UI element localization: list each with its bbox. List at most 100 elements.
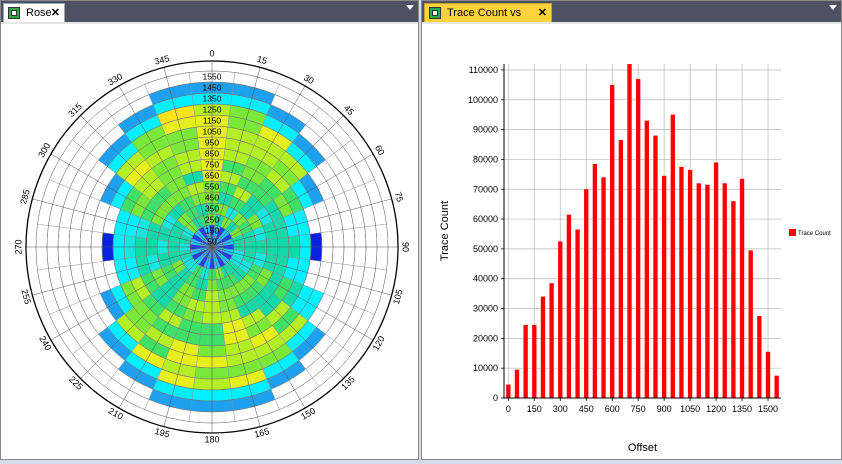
bar xyxy=(670,114,675,399)
bar xyxy=(748,250,753,398)
ring-label: 1350 xyxy=(203,94,222,104)
bar xyxy=(506,384,511,398)
angle-label: 105 xyxy=(391,288,405,305)
y-tick-label: 20000 xyxy=(473,333,498,343)
bar xyxy=(514,369,520,398)
bar xyxy=(566,214,572,398)
close-icon[interactable]: ✕ xyxy=(537,7,547,19)
angle-label: 165 xyxy=(253,426,270,440)
angle-label: 30 xyxy=(302,72,316,86)
y-tick-label: 100000 xyxy=(468,95,498,105)
x-tick-label: 300 xyxy=(553,404,568,414)
ring-label: 650 xyxy=(205,171,219,181)
y-tick-label: 80000 xyxy=(473,154,498,164)
angle-label: 195 xyxy=(154,426,171,440)
bar xyxy=(558,241,563,398)
x-tick-label: 900 xyxy=(657,404,672,414)
tab-bar: Trace Count vs Offset ✕ xyxy=(422,1,841,37)
y-tick-label: 70000 xyxy=(473,184,498,194)
rose-spoke xyxy=(211,67,261,248)
close-icon[interactable]: ✕ xyxy=(50,7,60,19)
ring-label: 950 xyxy=(205,138,219,148)
x-tick-label: 1050 xyxy=(680,404,700,414)
x-axis-label: Offset xyxy=(628,442,657,454)
bar xyxy=(575,229,580,398)
bar xyxy=(636,78,641,399)
y-tick-label: 30000 xyxy=(473,304,498,314)
ring-label: 1550 xyxy=(203,72,222,82)
bar xyxy=(705,184,710,398)
dropdown-arrow-icon[interactable] xyxy=(829,5,837,10)
x-tick-label: 600 xyxy=(605,404,620,414)
rose-spoke xyxy=(50,246,213,341)
ring-label: 50 xyxy=(207,237,217,247)
bar xyxy=(592,163,598,398)
rose-spoke xyxy=(80,246,213,379)
rose-panel: Rose ✕ 0 15 30 45 60 75 90 105 120 135 150 165 180 19… xyxy=(0,0,419,460)
ring-label: 850 xyxy=(205,149,219,159)
legend-swatch xyxy=(789,229,796,236)
y-tick-label: 110000 xyxy=(469,65,498,75)
x-tick-label: 150 xyxy=(527,404,542,414)
y-tick-label: 40000 xyxy=(473,274,498,284)
x-tick-label: 1200 xyxy=(706,404,726,414)
bar xyxy=(765,351,771,398)
rose-spoke xyxy=(211,85,306,248)
ring-label: 750 xyxy=(205,160,219,170)
chart-panel: Trace Count vs Offset ✕ 0 150 300 450 600 750… xyxy=(421,0,842,460)
rose-outer-circle xyxy=(25,60,399,434)
angle-label: 0 xyxy=(209,48,214,58)
rose-spoke xyxy=(163,246,213,427)
rose-rings xyxy=(26,61,398,433)
bar xyxy=(713,162,719,398)
tab-label: Rose xyxy=(26,7,52,19)
rose-spoke xyxy=(118,246,213,409)
angle-label: 90 xyxy=(401,242,411,252)
bar xyxy=(722,183,727,398)
rose-spoke xyxy=(211,246,261,427)
rose-spoke xyxy=(211,246,374,341)
ring-label: 550 xyxy=(205,182,219,192)
rose-spoke xyxy=(50,153,213,248)
ring-label: 1050 xyxy=(203,127,222,137)
bar xyxy=(540,296,546,398)
rose-spoke xyxy=(118,85,213,248)
ring-label: 250 xyxy=(205,215,219,225)
bar xyxy=(601,177,606,398)
legend-label: Trace Count xyxy=(798,231,831,237)
rose-spoke xyxy=(163,67,213,248)
x-tick-label: 750 xyxy=(631,404,646,414)
bar xyxy=(757,315,762,398)
angle-label: 60 xyxy=(373,143,387,157)
rose-spoke xyxy=(211,246,344,379)
bar xyxy=(627,64,632,398)
tab-rose[interactable]: Rose ✕ xyxy=(3,3,65,22)
bar xyxy=(679,166,684,398)
bar xyxy=(731,201,736,398)
tab-trace-count-vs-offset[interactable]: Trace Count vs Offset ✕ xyxy=(424,3,552,37)
tab-bar: Rose ✕ xyxy=(1,1,418,24)
x-tick-label: 1350 xyxy=(732,404,752,414)
angle-label: 285 xyxy=(18,188,32,205)
y-axis-label: Trace Count xyxy=(439,201,451,261)
ring-label: 1450 xyxy=(203,83,222,93)
bar-chart: 0 150 300 450 600 750 900 1050 1200 1350 1500 0 1000… xyxy=(439,64,831,454)
angle-label: 255 xyxy=(19,288,33,305)
ring-label: 450 xyxy=(205,193,219,203)
angle-label: 180 xyxy=(204,434,219,444)
bar xyxy=(644,120,649,399)
bar xyxy=(584,189,589,398)
angle-label: 75 xyxy=(393,191,405,203)
angle-label: 240 xyxy=(37,334,53,352)
rose-spoke xyxy=(211,246,306,409)
y-tick-label: 0 xyxy=(493,393,498,403)
bar xyxy=(653,135,658,399)
rose-diagram: 0153045607590105120135150165180195210225… xyxy=(13,48,411,444)
rose-spoke xyxy=(32,246,213,296)
dropdown-arrow-icon[interactable] xyxy=(406,5,414,10)
angle-label: 270 xyxy=(13,239,23,254)
ring-label: 1150 xyxy=(203,116,222,126)
rose-spoke xyxy=(32,198,213,248)
bar xyxy=(696,183,701,398)
bar xyxy=(661,175,667,398)
